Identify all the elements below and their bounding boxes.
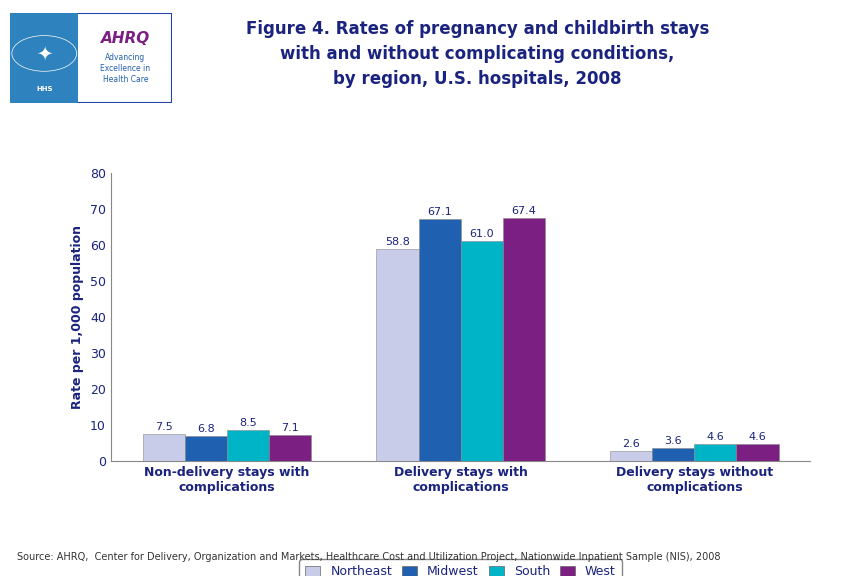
- Bar: [652, 448, 694, 461]
- Text: 7.5: 7.5: [155, 422, 172, 431]
- Text: 58.8: 58.8: [384, 237, 410, 247]
- Bar: [142, 434, 185, 461]
- Bar: [418, 219, 460, 461]
- Text: 3.6: 3.6: [664, 435, 682, 446]
- Text: 67.4: 67.4: [510, 206, 536, 216]
- Text: ✦: ✦: [36, 44, 52, 63]
- Bar: [376, 249, 418, 461]
- Text: 7.1: 7.1: [281, 423, 298, 433]
- Bar: [735, 444, 778, 461]
- Text: 4.6: 4.6: [705, 432, 723, 442]
- Bar: [460, 241, 502, 461]
- Bar: [502, 218, 544, 461]
- Bar: [227, 430, 268, 461]
- Legend: Northeast, Midwest, South, West: Northeast, Midwest, South, West: [299, 559, 621, 576]
- Bar: [609, 452, 652, 461]
- Text: 61.0: 61.0: [469, 229, 493, 239]
- Text: 2.6: 2.6: [622, 439, 639, 449]
- Circle shape: [12, 36, 77, 71]
- Text: AHRQ: AHRQ: [101, 31, 150, 46]
- Text: Source: AHRQ,  Center for Delivery, Organization and Markets, Healthcare Cost an: Source: AHRQ, Center for Delivery, Organ…: [17, 552, 720, 562]
- Text: 67.1: 67.1: [427, 207, 452, 217]
- Bar: [10, 13, 78, 103]
- Y-axis label: Rate per 1,000 population: Rate per 1,000 population: [72, 225, 84, 409]
- Bar: [185, 437, 227, 461]
- Text: 6.8: 6.8: [197, 424, 215, 434]
- Bar: [694, 444, 735, 461]
- Text: Advancing
Excellence in
Health Care: Advancing Excellence in Health Care: [101, 53, 150, 84]
- Text: Figure 4. Rates of pregnancy and childbirth stays
with and without complicating : Figure 4. Rates of pregnancy and childbi…: [245, 20, 709, 88]
- Text: 8.5: 8.5: [239, 418, 256, 428]
- Bar: [268, 435, 311, 461]
- Text: HHS: HHS: [36, 86, 53, 92]
- Text: 4.6: 4.6: [748, 432, 765, 442]
